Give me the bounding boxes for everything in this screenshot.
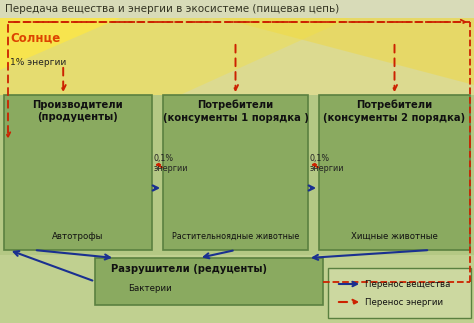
Polygon shape [0,18,350,95]
Bar [0,0,474,18]
Bar [4,95,152,250]
Bar [163,95,308,250]
Text: Перенос вещества: Перенос вещества [365,280,450,289]
Text: Бактерии: Бактерии [128,284,172,293]
Text: Растительноядные животные: Растительноядные животные [172,232,299,241]
Text: Солнце: Солнце [10,32,60,45]
Text: Передача вещества и энергии в экосистеме (пищевая цепь): Передача вещества и энергии в экосистеме… [5,4,339,14]
Text: Хищные животные: Хищные животные [351,232,438,241]
Bar [95,258,323,305]
Text: 0,1%
энергии: 0,1% энергии [154,154,189,173]
Text: Производители
(продуценты): Производители (продуценты) [33,100,123,122]
Text: Потребители
(консументы 2 порядка): Потребители (консументы 2 порядка) [323,100,465,123]
Polygon shape [0,18,474,95]
Text: Потребители
(консументы 1 порядка ): Потребители (консументы 1 порядка ) [163,100,309,123]
Bar [319,95,470,250]
Text: 0,1%
энергии: 0,1% энергии [310,154,345,173]
Polygon shape [0,18,474,85]
Text: 1% энергии: 1% энергии [10,58,66,67]
Text: Разрушители (редуценты): Разрушители (редуценты) [111,264,267,274]
Polygon shape [0,18,120,70]
Bar [0,95,474,323]
Bar [0,255,474,323]
Text: Перенос энергии: Перенос энергии [365,298,443,307]
Bar [328,268,471,318]
Text: Автотрофы: Автотрофы [52,232,104,241]
